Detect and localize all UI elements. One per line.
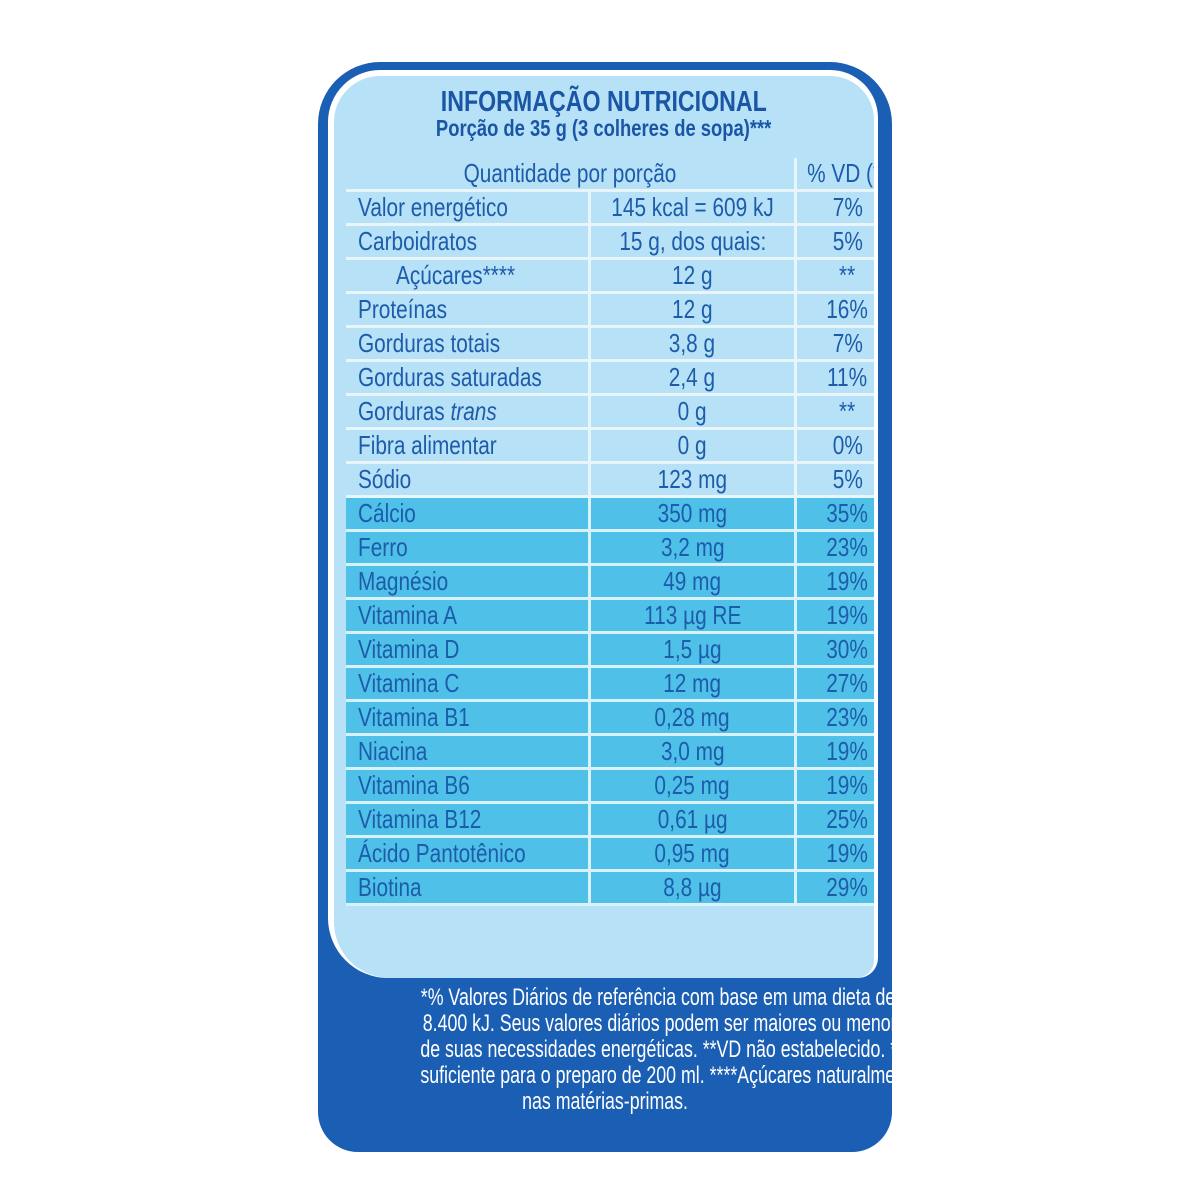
footnote-line: nas matérias-primas.	[522, 1088, 688, 1115]
nutrient-dv: 11%	[827, 362, 868, 392]
nutrient-dv: 29%	[826, 872, 869, 902]
table-row: Ácido Pantotênico 0,95 mg 19%	[346, 835, 874, 872]
nutrient-amount: 0,25 mg	[654, 770, 730, 800]
table-row: Vitamina B1 0,28 mg 23%	[346, 699, 874, 736]
nutrient-name: Proteínas	[358, 294, 448, 324]
nutrient-name-italic: trans	[450, 396, 497, 426]
nutrient-dv: 5%	[832, 226, 863, 256]
footnote-line: *% Valores Diários de referência com bas…	[420, 984, 1006, 1011]
nutrient-amount: 0 g	[677, 430, 707, 460]
table-row: Sódio 123 mg 5%	[346, 461, 874, 498]
nutrient-amount: 1,5 µg	[663, 634, 722, 664]
table-row: Valor energético 145 kcal = 609 kJ 7%	[346, 189, 874, 226]
nutrient-dv: 19%	[826, 600, 869, 630]
nutrient-amount: 3,2 mg	[660, 532, 725, 562]
table-row: Niacina 3,0 mg 19%	[346, 733, 874, 770]
nutrient-amount: 2,4 g	[669, 362, 716, 392]
nutrient-amount: 3,0 mg	[660, 736, 725, 766]
table-row: Gorduras totais 3,8 g 7%	[346, 325, 874, 362]
nutrient-dv: 27%	[826, 668, 869, 698]
nutrient-dv: **	[839, 396, 856, 426]
nutrient-dv: 35%	[826, 498, 869, 528]
nutrient-name: Cálcio	[358, 498, 416, 528]
nutrient-amount: 123 mg	[657, 464, 728, 494]
table-row: Vitamina B6 0,25 mg 19%	[346, 767, 874, 804]
nutrient-amount: 12 g	[672, 294, 713, 324]
footnote-line: 8.400 kJ. Seus valores diários podem ser…	[422, 1010, 1020, 1037]
nutrient-amount: 12 mg	[663, 668, 722, 698]
nutrient-dv: 19%	[826, 566, 869, 596]
nutrient-dv: 30%	[826, 634, 869, 664]
table-row: Vitamina C 12 mg 27%	[346, 665, 874, 702]
nutrient-amount: 49 mg	[663, 566, 722, 596]
nutrient-name: Gorduras saturadas	[358, 362, 542, 392]
nutrient-dv: 23%	[826, 702, 869, 732]
nutrient-name: Ácido Pantotênico	[358, 838, 526, 868]
nutrient-amount: 15 g, dos quais:	[618, 226, 766, 256]
nutrition-table: Quantidade por porção % VD (*) Valor ene…	[346, 158, 874, 906]
nutrient-amount: 350 mg	[657, 498, 728, 528]
table-row: Biotina 8,8 µg 29%	[346, 869, 874, 906]
footnote-line: de suas necessidades energéticas. **VD n…	[420, 1036, 1003, 1063]
nutrient-name: Ferro	[358, 532, 408, 562]
nutrient-name: Biotina	[358, 872, 422, 902]
nutrient-name: Vitamina C	[358, 668, 460, 698]
nutrient-amount: 0,95 mg	[654, 838, 730, 868]
nutrient-dv: 5%	[832, 464, 863, 494]
table-row: Carboidratos 15 g, dos quais: 5%	[346, 223, 874, 260]
page-title: INFORMAÇÃO NUTRICIONAL	[440, 86, 768, 118]
nutrient-dv: 7%	[832, 328, 863, 358]
nutrient-amount: 0,28 mg	[654, 702, 730, 732]
table-row: Magnésio 49 mg 19%	[346, 563, 874, 600]
table-row: Gorduras trans 0 g **	[346, 393, 874, 430]
nutrient-name: Valor energético	[358, 192, 508, 222]
nutrient-dv: 0%	[832, 430, 863, 460]
footnote-line: suficiente para o preparo de 200 ml. ***…	[420, 1062, 1003, 1089]
nutrient-name: Vitamina D	[358, 634, 460, 664]
nutrient-dv: 19%	[826, 736, 869, 766]
nutrient-amount: 145 kcal = 609 kJ	[611, 192, 774, 222]
table-row: Gorduras saturadas 2,4 g 11%	[346, 359, 874, 396]
title-block: INFORMAÇÃO NUTRICIONAL Porção de 35 g (3…	[334, 86, 874, 140]
table-row: Ferro 3,2 mg 23%	[346, 529, 874, 566]
nutrient-name: Sódio	[358, 464, 412, 494]
nutrient-name: Vitamina B6	[358, 770, 470, 800]
table-row: Vitamina B12 0,61 µg 25%	[346, 801, 874, 838]
nutrient-name: Magnésio	[358, 566, 449, 596]
table-row: Proteínas 12 g 16%	[346, 291, 874, 328]
nutrient-dv: 19%	[826, 838, 869, 868]
nutrient-amount: 113 µg RE	[643, 600, 741, 630]
nutrient-name: Niacina	[358, 736, 428, 766]
table-row: Cálcio 350 mg 35%	[346, 495, 874, 532]
nutrient-amount: 0,61 µg	[657, 804, 728, 834]
header-dv: % VD (*)	[806, 158, 874, 188]
table-row: Fibra alimentar 0 g 0%	[346, 427, 874, 464]
nutrient-amount: 12 g	[672, 260, 713, 290]
nutrition-panel: INFORMAÇÃO NUTRICIONAL Porção de 35 g (3…	[334, 76, 874, 978]
nutrient-name: Vitamina B12	[358, 804, 482, 834]
nutrient-dv: 25%	[826, 804, 869, 834]
nutrient-name: Vitamina B1	[358, 702, 470, 732]
nutrient-name: Gorduras totais	[358, 328, 501, 358]
table-row: Açúcares**** 12 g **	[346, 257, 874, 294]
nutrient-name: Vitamina A	[358, 600, 458, 630]
footnotes: *% Valores Diários de referência com bas…	[318, 985, 1019, 1115]
nutrient-dv: **	[839, 260, 856, 290]
nutrient-name: Fibra alimentar	[358, 430, 497, 460]
nutrient-name: Carboidratos	[358, 226, 478, 256]
nutrient-amount: 8,8 µg	[663, 872, 722, 902]
nutrient-name: Açúcares****	[396, 260, 516, 290]
table-row: Vitamina A 113 µg RE 19%	[346, 597, 874, 634]
header-quantity: Quantidade por porção	[463, 158, 677, 188]
nutrient-amount: 3,8 g	[669, 328, 716, 358]
nutrient-dv: 19%	[826, 770, 869, 800]
nutrient-amount: 0 g	[677, 396, 707, 426]
table-header-row: Quantidade por porção % VD (*)	[346, 158, 874, 192]
nutrient-dv: 23%	[826, 532, 869, 562]
table-row: Vitamina D 1,5 µg 30%	[346, 631, 874, 668]
nutrient-dv: 7%	[832, 192, 863, 222]
serving-size: Porção de 35 g (3 colheres de sopa)***	[436, 115, 772, 141]
nutrient-dv: 16%	[826, 294, 869, 324]
nutrient-name: Gorduras	[358, 396, 451, 426]
